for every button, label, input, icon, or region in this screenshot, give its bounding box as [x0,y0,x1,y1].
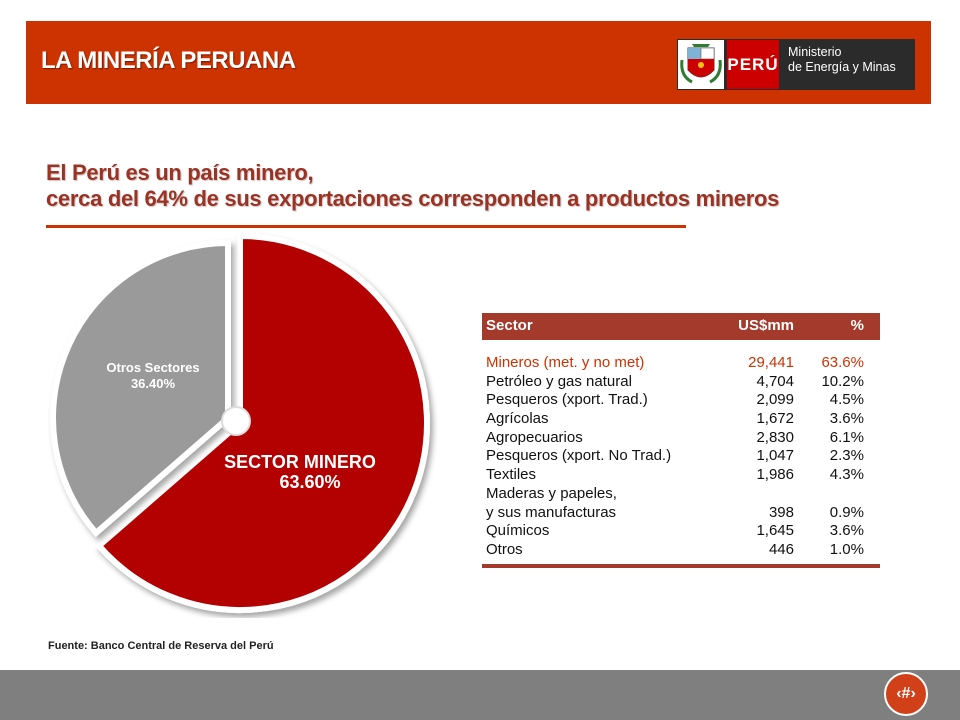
slice-value-others: 36.40% [131,376,176,391]
logo-ministry-line2: de Energía y Minas [788,60,896,74]
exports-pie-chart: Otros Sectores 36.40% SECTOR MINERO 63.6… [50,232,430,613]
source-note: Fuente: Banco Central de Reserva del Per… [48,640,274,652]
cell-pct: 3.6% [829,522,864,540]
exports-table: Sector US$mm % Mineros (met. y no met) 29… [482,313,880,568]
col-header-sector: Sector [486,317,533,334]
coat-of-arms-icon [678,40,724,89]
header-bar: LA MINERÍA PERUANA PERÚ Ministerio de En… [26,21,931,104]
cell-pct: 6.1% [829,428,864,446]
cell-usd: 2,099 [756,391,794,409]
logo-ministry: Ministerio de Energía y Minas [788,45,896,75]
table-row: Otros 446 1.0% [482,541,880,560]
table-row: Textiles 1,986 4.3% [482,466,880,485]
subtitle-line2: cerca del 64% de sus exportaciones corre… [46,186,780,211]
cell-sector: Textiles [486,466,537,484]
logo-ministry-line1: Ministerio [788,45,842,59]
cell-sector: Petróleo y gas natural [486,372,632,390]
cell-usd: 1,672 [756,410,794,428]
table-row: Pesqueros (xport. No Trad.) 1,047 2.3% [482,447,880,466]
cell-sector: Mineros (met. y no met) [486,354,645,371]
cell-usd: 1,645 [756,522,794,540]
page-title: LA MINERÍA PERUANA [41,47,296,74]
table-row: Petróleo y gas natural 4,704 10.2% [482,373,880,392]
cell-usd: 2,830 [756,428,794,446]
cell-pct: 10.2% [821,372,864,390]
subtitle-line1: El Perú es un país minero, [46,160,314,185]
cell-sector: Agrícolas [486,410,549,428]
slide-subtitle: El Perú es un país minero, cerca del 64%… [46,160,779,212]
table-row: Pesqueros (xport. Trad.) 2,099 4.5% [482,391,880,410]
table-row: Maderas y papeles, [482,485,880,504]
cell-usd: 29,441 [748,354,794,371]
cell-pct: 63.6% [821,354,864,371]
col-header-pct: % [850,317,864,334]
cell-usd: 398 [768,503,794,521]
pie-slice-others [50,239,231,538]
cell-pct: 1.0% [829,540,864,558]
pie-center-hole [221,406,251,436]
page-number-badge: ‹#› [884,672,928,716]
cell-sector: Pesqueros (xport. No Trad.) [486,447,672,465]
footer-bar [0,670,960,720]
cell-usd: 4,704 [756,372,794,390]
cell-usd: 446 [768,540,794,558]
table-header: Sector US$mm % [482,313,880,340]
table-row: Agrícolas 1,672 3.6% [482,410,880,429]
cell-sector: Maderas y papeles, [486,484,617,502]
cell-pct: 4.3% [829,466,864,484]
ministry-logo: PERÚ Ministerio de Energía y Minas [677,39,915,90]
pie-slice-mining [94,232,430,613]
cell-sector: Químicos [486,522,550,540]
table-bottom-rule [482,563,880,568]
col-header-usd: US$mm [738,317,794,334]
cell-sector: y sus manufacturas [486,503,617,521]
cell-pct: 0.9% [829,503,864,521]
cell-pct: 3.6% [829,410,864,428]
slice-label-others: Otros Sectores [106,360,199,375]
cell-sector: Otros [486,540,523,558]
cell-sector: Pesqueros (xport. Trad.) [486,391,648,409]
table-row: Químicos 1,645 3.6% [482,522,880,541]
slice-value-mining: 63.60% [279,472,340,492]
cell-usd: 1,986 [756,466,794,484]
title-underline [46,225,686,228]
table-body: Mineros (met. y no met) 29,441 63.6% Petról… [482,354,880,560]
cell-usd: 1,047 [756,447,794,465]
table-row: Agropecuarios 2,830 6.1% [482,429,880,448]
table-row: y sus manufacturas 398 0.9% [482,504,880,523]
cell-pct: 2.3% [829,447,864,465]
cell-sector: Agropecuarios [486,428,583,446]
logo-country: PERÚ [727,40,779,89]
table-row: Mineros (met. y no met) 29,441 63.6% [482,354,880,373]
cell-pct: 4.5% [829,391,864,409]
slice-label-mining: SECTOR MINERO [224,452,376,472]
